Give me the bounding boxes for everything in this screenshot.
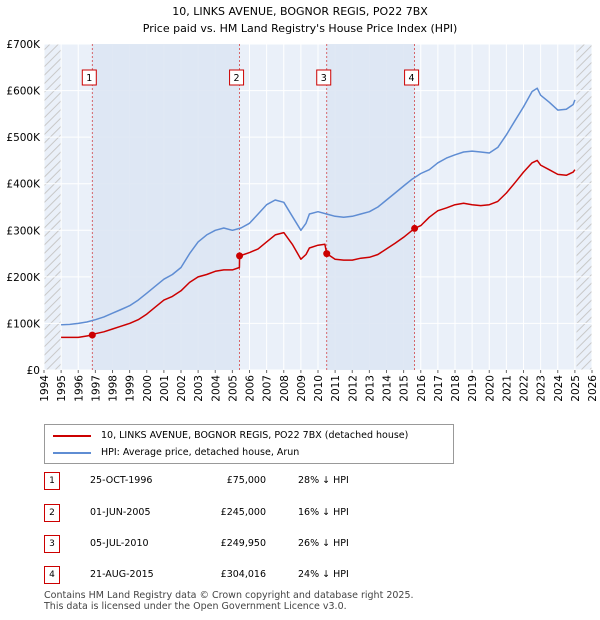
chart-title: 10, LINKS AVENUE, BOGNOR REGIS, PO22 7BX xyxy=(172,5,428,18)
chart-subtitle: Price paid vs. HM Land Registry's House … xyxy=(143,22,458,35)
x-tick-label: 2012 xyxy=(347,375,359,402)
sale-label: 2 xyxy=(234,73,240,84)
x-axis-ticks: 1994 1995 1996 1997 1998 1999 2000 2001 2002 2003… xyxy=(39,370,599,402)
x-tick-label: 2005 xyxy=(227,375,239,402)
hatched-region xyxy=(44,44,62,370)
x-tick-label: 2013 xyxy=(364,375,376,402)
table-row: 4 21-AUG-2015 £304,016 24% ↓ HPI xyxy=(44,566,404,584)
legend-item-hpi: HPI: Average price, detached house, Arun xyxy=(53,445,299,461)
sale-point xyxy=(323,250,331,258)
y-tick-label: £300K xyxy=(6,225,41,237)
x-tick-label: 2006 xyxy=(245,375,257,402)
sale-hpi-diff: 16% ↓ HPI xyxy=(298,507,349,518)
table-row: 2 01-JUN-2005 £245,000 16% ↓ HPI xyxy=(44,504,404,522)
y-tick-label: £100K xyxy=(6,318,41,330)
sale-hpi-diff: 28% ↓ HPI xyxy=(298,475,349,486)
footer: Contains HM Land Registry data © Crown c… xyxy=(44,590,414,612)
x-tick-label: 2010 xyxy=(313,375,325,402)
sale-band xyxy=(92,44,240,370)
sale-label-box xyxy=(316,69,332,86)
series-line xyxy=(61,87,576,326)
legend-label-property: 10, LINKS AVENUE, BOGNOR REGIS, PO22 7BX… xyxy=(101,430,409,441)
hatched-regions xyxy=(44,44,592,370)
x-tick-label: 2003 xyxy=(193,375,205,402)
sale-number: 4 xyxy=(44,566,60,584)
legend-swatch-hpi xyxy=(53,451,91,454)
x-tick-label: 2022 xyxy=(519,375,531,402)
x-tick-label: 2019 xyxy=(467,375,479,402)
y-tick-label: £200K xyxy=(6,272,41,284)
sale-band xyxy=(326,44,415,370)
y-tick-label: £0 xyxy=(27,365,40,377)
x-tick-label: 2014 xyxy=(382,375,394,402)
sale-label-box xyxy=(229,69,245,86)
x-tick-label: 2002 xyxy=(176,375,188,402)
sale-hpi-diff: 24% ↓ HPI xyxy=(298,569,349,580)
sale-date: 01-JUN-2005 xyxy=(90,507,151,518)
x-tick-label: 2004 xyxy=(210,375,222,402)
footer-copyright: Contains HM Land Registry data © Crown c… xyxy=(44,590,414,601)
x-tick-label: 2024 xyxy=(553,375,565,402)
sale-point xyxy=(236,252,244,260)
sale-price: £75,000 xyxy=(226,475,266,486)
x-tick-label: 2021 xyxy=(501,375,513,402)
x-tick-label: 2011 xyxy=(330,375,342,402)
y-tick-label: £600K xyxy=(6,86,41,98)
y-tick-label: £500K xyxy=(6,132,41,144)
x-tick-label: 1998 xyxy=(108,375,120,402)
legend-item-property: 10, LINKS AVENUE, BOGNOR REGIS, PO22 7BX… xyxy=(53,428,408,444)
sale-number: 3 xyxy=(44,535,60,553)
sale-label-box xyxy=(404,69,420,86)
x-tick-label: 2008 xyxy=(279,375,291,402)
y-tick-label: £700K xyxy=(6,39,41,51)
x-tick-label: 1997 xyxy=(90,375,102,402)
sale-number: 2 xyxy=(44,504,60,522)
footer-license: This data is licensed under the Open Gov… xyxy=(44,601,347,612)
sale-number: 1 xyxy=(44,472,60,490)
series-lines xyxy=(61,87,576,339)
x-tick-label: 2026 xyxy=(587,375,599,402)
legend: 10, LINKS AVENUE, BOGNOR REGIS, PO22 7BX… xyxy=(44,424,454,464)
x-tick-label: 2016 xyxy=(416,375,428,402)
sale-label-box xyxy=(81,69,97,86)
sale-point xyxy=(88,331,96,339)
x-tick-label: 2018 xyxy=(450,375,462,402)
x-tick-label: 2017 xyxy=(433,375,445,402)
x-tick-label: 1996 xyxy=(73,375,85,402)
legend-label-hpi: HPI: Average price, detached house, Arun xyxy=(101,447,300,458)
x-tick-label: 1994 xyxy=(39,375,51,402)
hatched-region xyxy=(576,44,592,370)
sale-bands xyxy=(91,44,415,370)
price-chart: 10, LINKS AVENUE, BOGNOR REGIS, PO22 7BX… xyxy=(6,5,599,402)
sale-price: £245,000 xyxy=(220,507,266,518)
x-tick-label: 2000 xyxy=(142,375,154,402)
sale-date: 21-AUG-2015 xyxy=(90,569,154,580)
sale-price: £304,016 xyxy=(220,569,266,580)
y-axis-ticks: £0 £100K £200K £300K £400K £500K £600K £700K xyxy=(6,39,41,377)
sale-price: £249,950 xyxy=(220,538,266,549)
sale-hpi-diff: 26% ↓ HPI xyxy=(298,538,349,549)
sale-point xyxy=(411,224,419,232)
x-tick-label: 2007 xyxy=(262,375,274,402)
sale-label: 3 xyxy=(321,73,327,84)
sale-markers: 1 2 3 4 xyxy=(81,69,420,339)
x-tick-label: 2020 xyxy=(484,375,496,402)
x-tick-label: 2023 xyxy=(536,375,548,402)
x-tick-label: 1995 xyxy=(56,375,68,402)
sale-date: 05-JUL-2010 xyxy=(90,538,149,549)
x-tick-label: 1999 xyxy=(125,375,137,402)
x-tick-label: 2001 xyxy=(159,375,171,402)
x-tick-label: 2015 xyxy=(399,375,411,402)
legend-swatch-property xyxy=(53,434,91,437)
table-row: 3 05-JUL-2010 £249,950 26% ↓ HPI xyxy=(44,535,404,553)
x-tick-label: 2025 xyxy=(570,375,582,402)
sale-label: 1 xyxy=(86,73,92,84)
y-tick-label: £400K xyxy=(6,179,41,191)
sale-label: 4 xyxy=(409,73,415,84)
x-tick-label: 2009 xyxy=(296,375,308,402)
series-line xyxy=(61,159,576,339)
sale-date: 25-OCT-1996 xyxy=(90,475,153,486)
table-row: 1 25-OCT-1996 £75,000 28% ↓ HPI xyxy=(44,472,404,490)
